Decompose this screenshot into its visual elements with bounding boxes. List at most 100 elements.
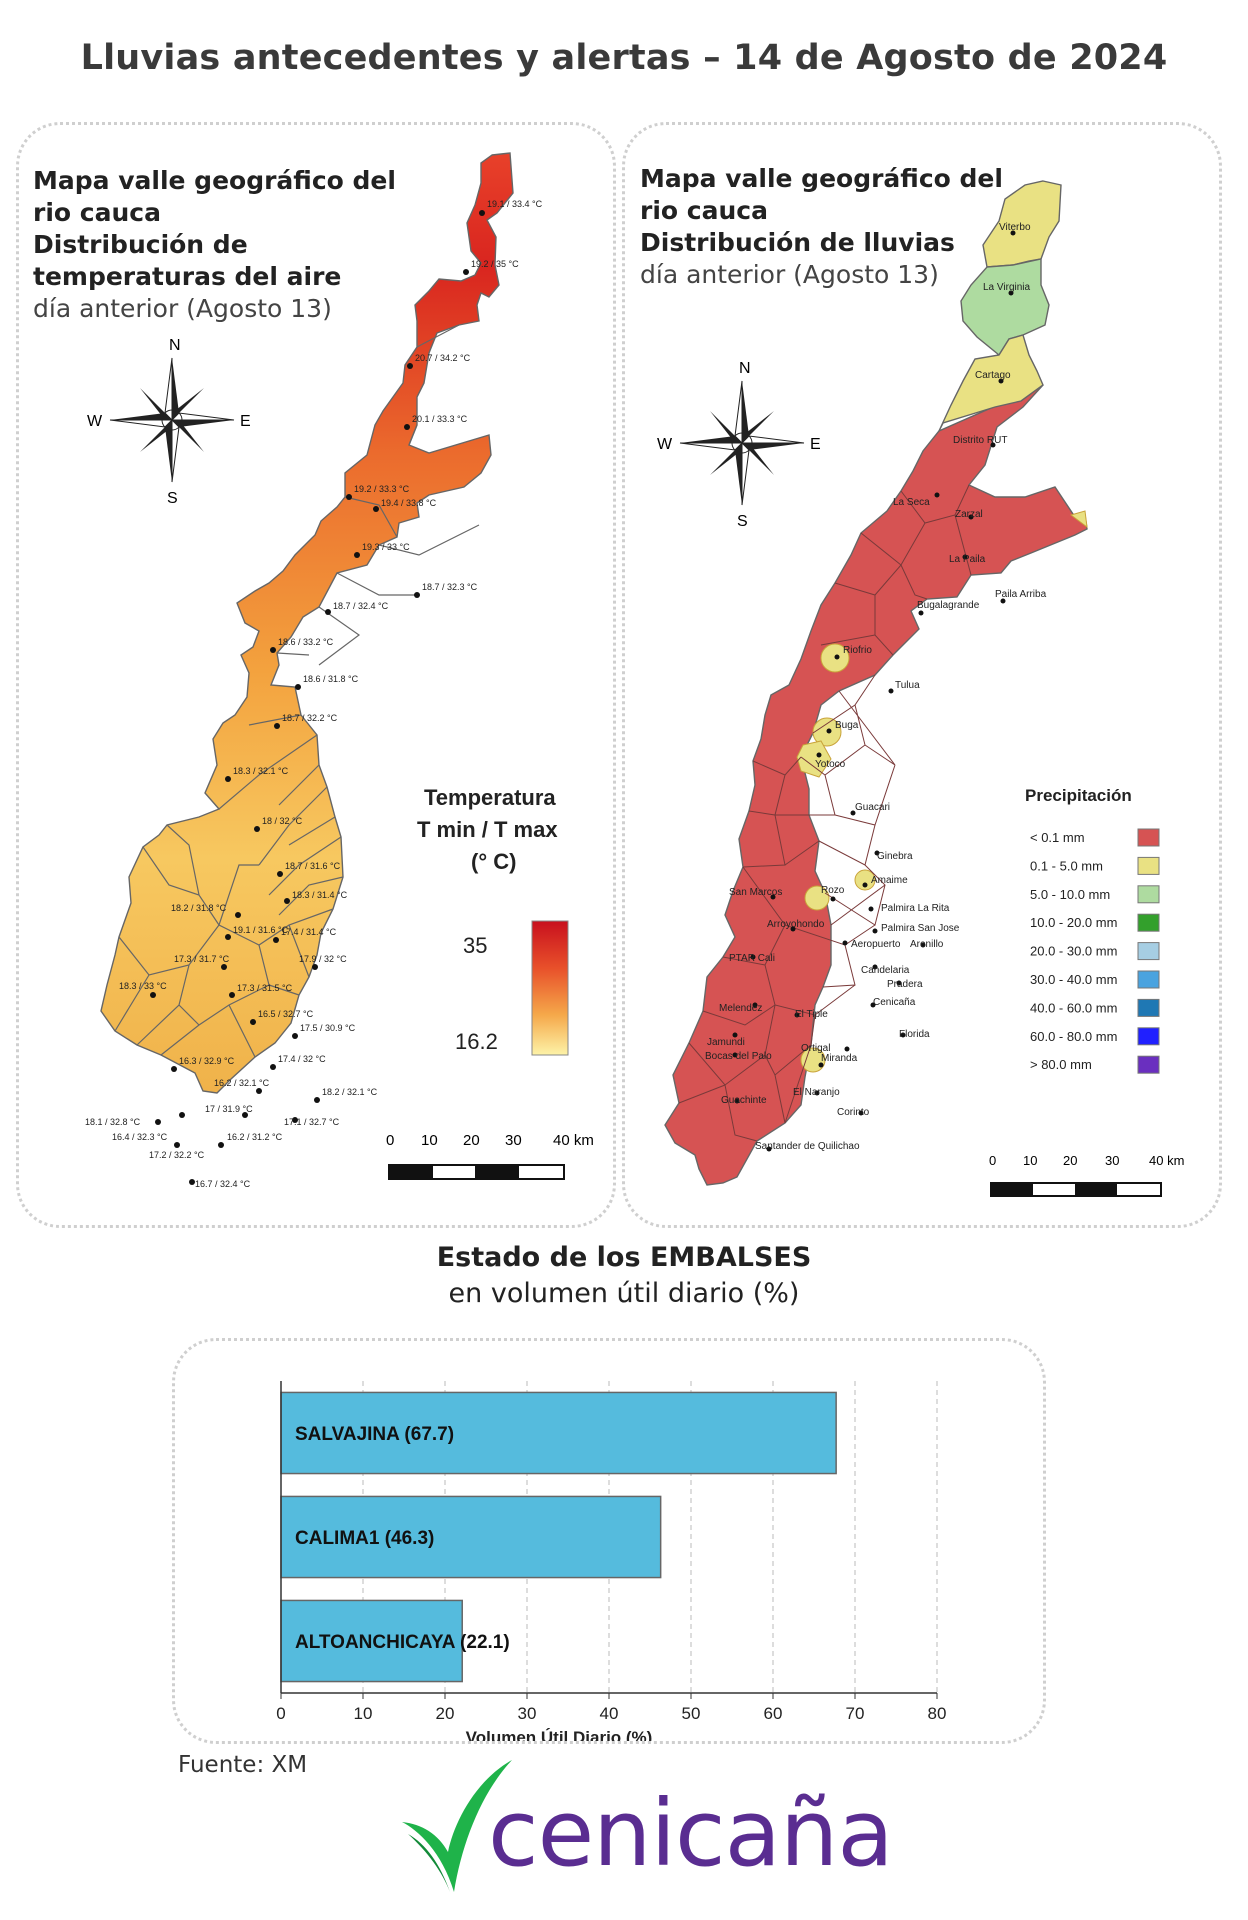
town-label: Palmira San Jose bbox=[881, 923, 960, 934]
x-tick-label: 10 bbox=[354, 1704, 373, 1723]
temperature-map-region bbox=[100, 152, 514, 1094]
compass-n: N bbox=[739, 360, 751, 377]
town-label: Florida bbox=[899, 1029, 930, 1040]
rain-legend-label: 5.0 - 10.0 mm bbox=[1030, 887, 1110, 902]
rain-town-dots bbox=[732, 230, 1016, 1152]
cenicana-logo-text: cenicaña bbox=[488, 1780, 894, 1887]
town-label: PTAR Cali bbox=[729, 953, 775, 964]
town-label: Paila Arriba bbox=[995, 589, 1047, 600]
scale-tick: 20 bbox=[1063, 1153, 1077, 1168]
station-label: 19.1 / 31.6 °C bbox=[233, 925, 289, 935]
town-label: La Paila bbox=[949, 554, 986, 565]
x-tick-label: 80 bbox=[928, 1704, 947, 1723]
rain-legend-label: 60.0 - 80.0 mm bbox=[1030, 1029, 1117, 1044]
rain-legend-swatch bbox=[1137, 998, 1160, 1017]
station-label: 18 / 32 °C bbox=[262, 816, 303, 826]
station-label: 18.6 / 31.8 °C bbox=[303, 674, 359, 684]
temperature-station-dots bbox=[150, 210, 485, 1185]
temp-scale-bar: 0 10 20 30 40 km bbox=[386, 1132, 594, 1180]
station-label: 16.3 / 32.9 °C bbox=[179, 1056, 235, 1066]
station-label: 17.4 / 32 °C bbox=[278, 1054, 326, 1064]
x-tick-label: 40 bbox=[600, 1704, 619, 1723]
rain-region-cartago bbox=[938, 334, 1044, 432]
scale-tick: 30 bbox=[1105, 1153, 1119, 1168]
temperature-map: N S E W bbox=[85, 152, 594, 1189]
station-label: 19.3 / 33 °C bbox=[362, 542, 410, 552]
temp-title-line3: Distribución de bbox=[33, 230, 248, 259]
temp-legend-max: 35 bbox=[463, 933, 487, 958]
station-label: 18.7 / 31.6 °C bbox=[285, 861, 341, 871]
station-label: 19.2 / 33.3 °C bbox=[354, 484, 410, 494]
rain-map: N S E W bbox=[657, 180, 1184, 1197]
town-label: El Tiple bbox=[795, 1009, 828, 1020]
x-tick-label: 50 bbox=[682, 1704, 701, 1723]
x-tick-label: 0 bbox=[276, 1704, 285, 1723]
rain-legend-swatch bbox=[1137, 942, 1160, 961]
compass-n: N bbox=[169, 337, 181, 354]
town-label: Ginebra bbox=[877, 851, 913, 862]
rain-legend: < 0.1 mm 0.1 - 5.0 mm 5.0 - 10.0 mm 10.0 - … bbox=[1030, 828, 1160, 1074]
x-tick-label: 60 bbox=[764, 1704, 783, 1723]
station-label: 18.3 / 31.4 °C bbox=[292, 890, 348, 900]
temperature-map-cells bbox=[114, 324, 480, 1058]
town-label: La Virginia bbox=[983, 282, 1031, 293]
town-label: Guachinte bbox=[721, 1095, 767, 1106]
station-label: 17.1 / 32.7 °C bbox=[284, 1117, 340, 1127]
town-label: San Marcos bbox=[729, 887, 782, 898]
x-axis-title: Volumen Útil Diario (%) bbox=[466, 1728, 653, 1741]
town-label: La Seca bbox=[893, 497, 930, 508]
town-label: Cartago bbox=[975, 370, 1011, 381]
reservoirs-title: Estado de los EMBALSES bbox=[436, 1242, 812, 1273]
rain-legend-label: > 80.0 mm bbox=[1030, 1057, 1092, 1072]
town-label: Bugalagrande bbox=[917, 600, 980, 611]
rain-legend-swatch bbox=[1137, 970, 1160, 989]
scale-tick: 0 bbox=[989, 1153, 996, 1168]
station-label: 18.3 / 33 °C bbox=[119, 981, 167, 991]
town-label: Yotoco bbox=[815, 759, 846, 770]
rain-title-line1: Mapa valle geográfico del bbox=[640, 164, 1003, 193]
reservoirs-subtitle: en volumen útil diario (%) bbox=[448, 1278, 800, 1309]
town-label: Cenicaña bbox=[873, 997, 916, 1008]
station-label: 20.7 / 34.2 °C bbox=[415, 353, 471, 363]
temp-legend-unit: (° C) bbox=[471, 849, 516, 874]
town-label: Jamundi bbox=[707, 1037, 745, 1048]
town-label: Viterbo bbox=[999, 222, 1031, 233]
rain-legend-swatch bbox=[1137, 885, 1160, 904]
scale-tick: 20 bbox=[463, 1132, 480, 1149]
town-label: Rozo bbox=[821, 885, 845, 896]
rain-scale-bar: 0 10 20 30 40 km bbox=[989, 1153, 1184, 1197]
compass-icon: N S E W bbox=[87, 337, 251, 507]
station-label: 17.3 / 31.7 °C bbox=[174, 954, 230, 964]
station-label: 19.2 / 35 °C bbox=[471, 259, 519, 269]
town-label: Pradera bbox=[887, 979, 923, 990]
temp-title-line2: rio cauca bbox=[33, 198, 161, 227]
rain-title-line2: rio cauca bbox=[640, 196, 768, 225]
rain-legend-label: 30.0 - 40.0 mm bbox=[1030, 972, 1117, 987]
x-tick-label: 30 bbox=[518, 1704, 537, 1723]
town-label: Arenillo bbox=[910, 939, 944, 950]
station-label: 19.1 / 33.4 °C bbox=[487, 199, 543, 209]
x-tick-label: 20 bbox=[436, 1704, 455, 1723]
temp-title-line4: temperaturas del aire bbox=[33, 262, 342, 291]
rain-legend-label: < 0.1 mm bbox=[1030, 830, 1085, 845]
x-tick-label: 70 bbox=[846, 1704, 865, 1723]
station-label: 18.6 / 33.2 °C bbox=[278, 637, 334, 647]
town-label: Miranda bbox=[821, 1053, 858, 1064]
scale-tick: 10 bbox=[1023, 1153, 1037, 1168]
station-label: 18.7 / 32.2 °C bbox=[282, 713, 338, 723]
rain-legend-label: 40.0 - 60.0 mm bbox=[1030, 1000, 1117, 1015]
town-label: Arroyohondo bbox=[767, 919, 825, 930]
compass-w: W bbox=[87, 413, 103, 430]
rain-legend-swatch bbox=[1137, 1055, 1160, 1074]
town-label: Buga bbox=[835, 720, 859, 731]
station-label: 16.2 / 31.2 °C bbox=[227, 1132, 283, 1142]
station-label: 18.7 / 32.3 °C bbox=[422, 582, 478, 592]
station-label: 17.4 / 31.4 °C bbox=[281, 927, 337, 937]
bar-label: SALVAJINA (67.7) bbox=[295, 1424, 454, 1445]
station-label: 17.2 / 32.2 °C bbox=[149, 1150, 205, 1160]
station-label: 20.1 / 33.3 °C bbox=[412, 414, 468, 424]
bar-label: ALTOANCHICAYA (22.1) bbox=[295, 1632, 510, 1653]
scale-tick: 10 bbox=[421, 1132, 438, 1149]
station-label: 16.5 / 32.7 °C bbox=[258, 1009, 314, 1019]
rain-legend-swatch bbox=[1137, 828, 1160, 847]
